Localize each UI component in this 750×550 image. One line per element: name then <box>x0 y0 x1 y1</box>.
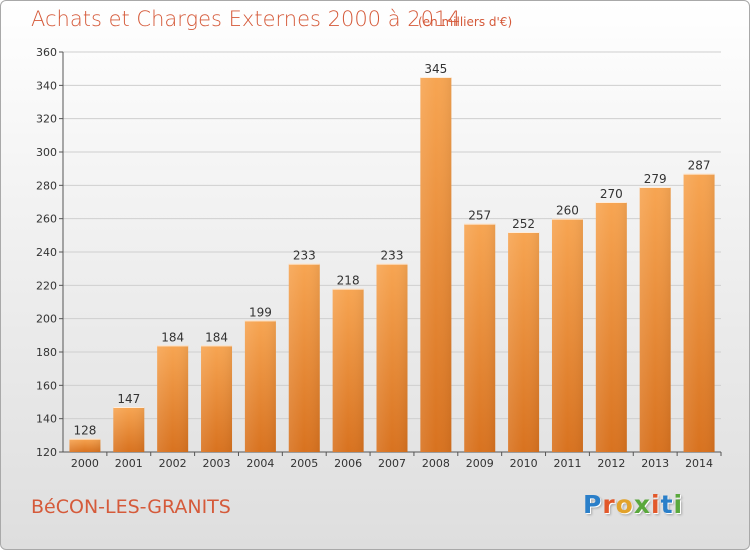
y-tick-label: 360 <box>36 46 57 59</box>
data-label: 345 <box>424 62 447 76</box>
bar-shine <box>288 263 320 452</box>
data-label: 257 <box>468 209 491 223</box>
city-name: BéCON-LES-GRANITS <box>31 496 231 518</box>
data-label: 233 <box>381 249 404 263</box>
x-tick-label: 2005 <box>290 457 318 470</box>
bars <box>69 77 715 452</box>
logo-letter: t <box>660 490 674 519</box>
logo-letter: x <box>633 490 651 519</box>
bar-shine <box>420 77 452 452</box>
y-tick-label: 220 <box>36 279 57 292</box>
data-labels: 128 147 184 184 199 233 218 233 345 257 252 260 270 2… <box>73 62 710 438</box>
x-tick-label: 2006 <box>334 457 362 470</box>
bar-shine <box>332 288 364 452</box>
data-label: 233 <box>293 249 316 263</box>
data-label: 128 <box>73 424 96 438</box>
x-tick-label: 2007 <box>378 457 406 470</box>
x-tick-label: 2011 <box>553 457 581 470</box>
tick-labels: 120 140 160 180 200 220 240 260 280 300 320 340 360 2… <box>36 46 713 470</box>
y-tick-label: 260 <box>36 213 57 226</box>
y-tick-label: 200 <box>36 313 57 326</box>
data-label: 270 <box>600 187 623 201</box>
y-tick-label: 320 <box>36 113 57 126</box>
data-label: 252 <box>512 217 535 231</box>
bar-shine <box>508 232 540 452</box>
x-tick-label: 2009 <box>466 457 494 470</box>
data-label: 184 <box>205 330 228 344</box>
y-tick-label: 300 <box>36 146 57 159</box>
x-tick-label: 2010 <box>510 457 538 470</box>
y-tick-label: 140 <box>36 413 57 426</box>
x-tick-label: 2004 <box>246 457 274 470</box>
bar-shine <box>551 218 583 452</box>
y-tick-label: 160 <box>36 379 57 392</box>
logo-letter: i <box>651 490 661 519</box>
proxiti-logo: Proxiti <box>583 490 683 519</box>
x-tick-label: 2003 <box>203 457 231 470</box>
data-label: 199 <box>249 305 272 319</box>
bar-shine <box>683 173 715 452</box>
bar-shine <box>201 345 233 452</box>
bar-shine <box>113 407 145 452</box>
y-tick-label: 240 <box>36 246 57 259</box>
y-tick-label: 280 <box>36 179 57 192</box>
bar-shine <box>244 320 276 452</box>
logo-letter: P <box>583 490 603 519</box>
x-tick-label: 2012 <box>597 457 625 470</box>
bar-shine <box>69 438 101 452</box>
x-tick-label: 2000 <box>71 457 99 470</box>
logo-letter: i <box>673 490 684 519</box>
data-label: 287 <box>688 159 711 173</box>
chart-title: Achats et Charges Externes 2000 à 2014 <box>31 7 461 31</box>
y-tick-label: 340 <box>36 79 57 92</box>
y-tick-label: 120 <box>36 446 57 459</box>
y-tick-label: 180 <box>36 346 57 359</box>
data-label: 279 <box>644 172 667 186</box>
x-tick-label: 2014 <box>685 457 713 470</box>
x-tick-label: 2008 <box>422 457 450 470</box>
x-tick-label: 2013 <box>641 457 669 470</box>
bar-shine <box>157 345 189 452</box>
chart-subtitle: (en milliers d'€) <box>418 15 513 29</box>
data-label: 147 <box>117 392 140 406</box>
bar-shine <box>639 187 671 452</box>
data-label: 260 <box>556 204 579 218</box>
bar-shine <box>595 202 627 452</box>
x-tick-label: 2002 <box>159 457 187 470</box>
logo-letter: o <box>615 490 634 519</box>
data-label: 184 <box>161 330 184 344</box>
x-tick-label: 2001 <box>115 457 143 470</box>
bar-shine <box>464 223 496 452</box>
data-label: 218 <box>337 274 360 288</box>
logo-letter: r <box>602 490 616 519</box>
bar-shine <box>376 263 408 452</box>
